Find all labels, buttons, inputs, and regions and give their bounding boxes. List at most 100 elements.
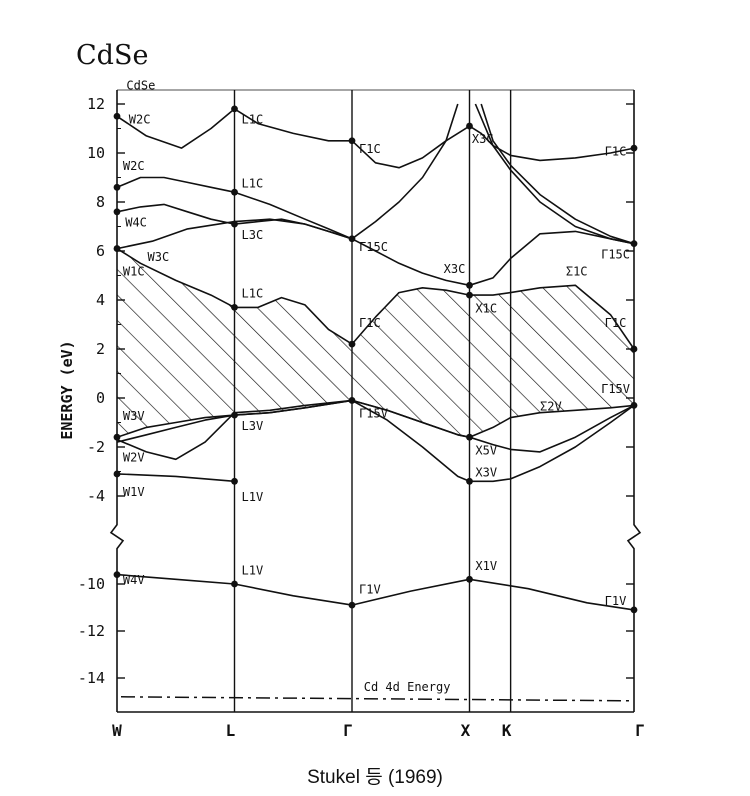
- k-point-label: K: [502, 721, 512, 740]
- symmetry-point: [113, 571, 121, 578]
- symmetry-point: [466, 291, 473, 299]
- y-tick-label: 10: [87, 144, 105, 162]
- symmetry-point: [231, 220, 238, 228]
- state-label: L1C: [242, 113, 264, 127]
- symmetry-point: [113, 112, 121, 120]
- state-label: L1V: [242, 490, 264, 504]
- energy-band: [116, 247, 635, 350]
- cd-4d-energy-label: Cd 4d Energy: [364, 680, 451, 694]
- symmetry-point: [466, 281, 473, 289]
- state-label: X3V: [475, 465, 497, 479]
- energy-band: [116, 108, 635, 169]
- state-label: L3C: [242, 228, 264, 242]
- energy-band: [480, 103, 635, 245]
- state-label: Γ1C: [605, 316, 627, 330]
- y-tick-label: -4: [87, 487, 105, 505]
- state-label: Γ1C: [359, 142, 381, 156]
- symmetry-point: [231, 580, 238, 588]
- state-label: W1C: [123, 265, 145, 279]
- figure-caption: Stukel 등 (1969): [307, 767, 443, 788]
- y-tick-label: 12: [87, 95, 105, 113]
- state-label: W3V: [123, 409, 145, 423]
- state-label: CdSe: [126, 78, 155, 92]
- k-point-label: X: [461, 721, 471, 740]
- energy-band: [116, 103, 459, 240]
- state-label: W4C: [125, 216, 147, 230]
- figure-title: CdSe: [76, 40, 149, 71]
- symmetry-point: [466, 575, 473, 583]
- k-point-label: Γ: [635, 721, 645, 740]
- symmetry-point: [113, 245, 121, 252]
- symmetry-point: [630, 345, 638, 353]
- y-tick-label: 0: [96, 389, 105, 407]
- state-label: L3V: [242, 419, 264, 433]
- cd-4d-energy-line: [120, 696, 631, 702]
- energy-band: [116, 203, 635, 287]
- state-label: Γ1C: [605, 144, 627, 158]
- symmetry-point: [113, 470, 121, 478]
- state-label: Σ1C: [566, 265, 588, 279]
- symmetry-point: [113, 433, 121, 441]
- state-label: X1C: [475, 301, 497, 315]
- state-label: W2C: [123, 159, 145, 173]
- state-label: W1V: [123, 485, 145, 499]
- symmetry-point: [231, 477, 238, 485]
- symmetry-point: [348, 235, 356, 243]
- energy-band: [116, 573, 635, 611]
- state-label: L1C: [242, 287, 264, 301]
- state-label: Γ1V: [605, 594, 627, 608]
- energy-band: [116, 399, 635, 483]
- symmetry-point: [466, 122, 473, 130]
- right-axis: [626, 90, 642, 712]
- symmetry-point: [466, 433, 473, 441]
- symmetry-point: [231, 188, 238, 196]
- state-label: W2C: [129, 113, 151, 127]
- y-tick-label: 4: [96, 291, 105, 309]
- symmetry-point: [113, 208, 121, 216]
- state-label: Γ15C: [601, 247, 630, 261]
- symmetry-point: [231, 303, 238, 311]
- y-tick-label: 6: [96, 242, 105, 260]
- y-tick-label: 2: [96, 340, 105, 358]
- symmetry-point: [348, 340, 356, 348]
- state-label: Γ1V: [359, 582, 381, 596]
- state-label: W3C: [148, 250, 170, 264]
- y-tick-label: -2: [87, 438, 105, 456]
- state-label: X1V: [475, 559, 497, 573]
- symmetry-point: [466, 477, 473, 485]
- symmetry-point: [231, 105, 238, 113]
- y-tick-label: -10: [78, 575, 105, 593]
- state-label: W2V: [123, 451, 145, 465]
- state-label: W4V: [123, 573, 145, 587]
- symmetry-point: [348, 397, 356, 404]
- state-label: Γ1C: [359, 316, 381, 330]
- y-tick-label: -14: [78, 669, 105, 687]
- state-label: X3C: [472, 132, 494, 146]
- y-tick-label: 8: [96, 193, 105, 211]
- k-point-label: L: [226, 721, 236, 740]
- k-point-label: W: [112, 721, 122, 740]
- state-label: L1V: [242, 564, 264, 578]
- energy-band: [474, 103, 635, 245]
- energy-band: [116, 218, 353, 250]
- state-label: Γ15V: [359, 407, 388, 421]
- state-label: L1C: [242, 176, 264, 190]
- symmetry-point: [348, 137, 356, 145]
- y-tick-label: -12: [78, 622, 105, 640]
- symmetry-point: [348, 601, 356, 609]
- y-axis-label: ENERGY (eV): [58, 340, 76, 439]
- symmetry-point: [113, 183, 121, 191]
- symmetry-point: [630, 606, 638, 614]
- state-label: Γ15C: [359, 240, 388, 254]
- state-label: X3C: [444, 262, 466, 276]
- symmetry-point: [630, 240, 638, 248]
- energy-band: [116, 473, 235, 483]
- state-label: Γ15V: [601, 382, 630, 396]
- symmetry-point: [231, 411, 238, 419]
- symmetry-point: [630, 144, 638, 152]
- state-label: Σ2V: [540, 399, 562, 413]
- valence-band-hatch: [117, 248, 634, 438]
- state-label: X5V: [475, 443, 497, 457]
- energy-band: [116, 399, 635, 453]
